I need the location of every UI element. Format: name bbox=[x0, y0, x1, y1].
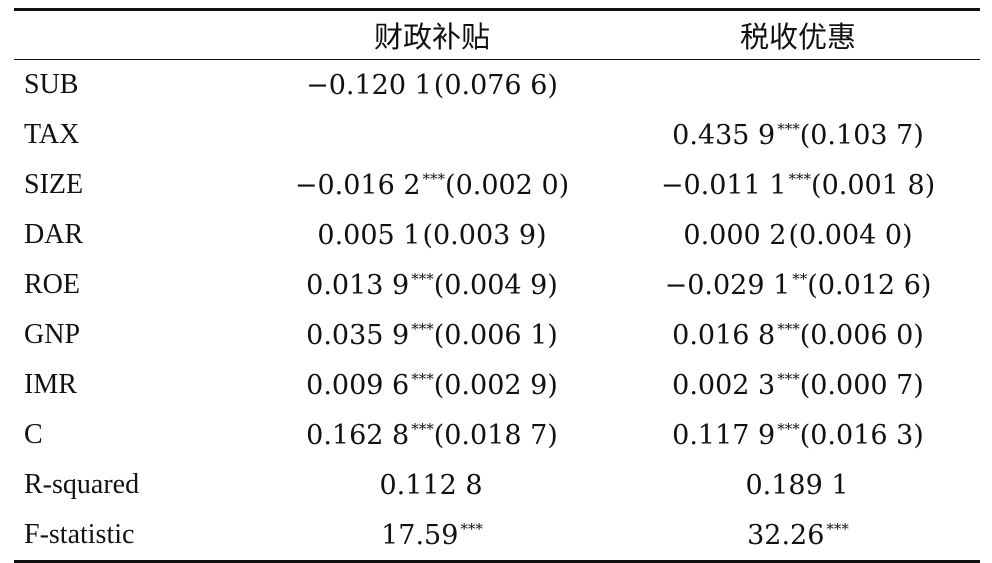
table-row: F-statistic 17.59 *** 32.26 *** bbox=[14, 510, 980, 560]
tax-incentive-cell: 0.002 3 ***(0.000 7) bbox=[616, 370, 980, 401]
significance-stars: *** bbox=[826, 519, 849, 538]
coefficient-value: 0.005 1 bbox=[317, 219, 421, 251]
coefficient-value: −0.029 1 bbox=[664, 269, 791, 301]
standard-error: (0.004 9) bbox=[433, 269, 558, 301]
coefficient-value: −0.016 2 bbox=[294, 169, 421, 201]
standard-error: (0.002 0) bbox=[445, 169, 570, 201]
significance-stars: *** bbox=[460, 519, 483, 538]
fiscal-subsidy-cell: 0.009 6 ***(0.002 9) bbox=[248, 370, 616, 401]
significance-stars: *** bbox=[788, 169, 812, 188]
standard-error: (0.012 6) bbox=[807, 269, 932, 301]
table-row: ROE 0.013 9 ***(0.004 9) −0.029 1 **(0.012 6… bbox=[14, 260, 980, 310]
row-label: GNP bbox=[24, 319, 81, 350]
table-row: R-squared 0.112 8 0.189 1 bbox=[14, 460, 980, 510]
row-label: SUB bbox=[24, 69, 79, 100]
fiscal-subsidy-cell bbox=[248, 120, 616, 151]
tax-incentive-cell: 32.26 *** bbox=[616, 520, 980, 551]
standard-error: (0.001 8) bbox=[811, 169, 936, 201]
header-rule bbox=[14, 59, 980, 60]
tax-incentive-cell: −0.011 1 ***(0.001 8) bbox=[616, 170, 980, 201]
tax-incentive-cell: 0.189 1 bbox=[616, 470, 980, 501]
coefficient-value: 0.000 2 bbox=[683, 219, 787, 251]
significance-stars: *** bbox=[411, 369, 434, 388]
significance-stars: *** bbox=[411, 269, 434, 288]
fiscal-subsidy-cell: 17.59 *** bbox=[248, 520, 616, 551]
row-label: ROE bbox=[24, 269, 80, 300]
significance-stars: *** bbox=[411, 319, 434, 338]
coefficient-value: 0.112 8 bbox=[379, 469, 483, 501]
coefficient-value: 17.59 bbox=[381, 519, 459, 551]
significance-stars: *** bbox=[777, 419, 800, 438]
standard-error: (0.103 7) bbox=[799, 119, 924, 151]
tax-incentive-cell: 0.016 8 ***(0.006 0) bbox=[616, 320, 980, 351]
table-row: GNP 0.035 9 ***(0.006 1) 0.016 8 ***(0.006 0… bbox=[14, 310, 980, 360]
fiscal-subsidy-cell: 0.035 9 ***(0.006 1) bbox=[248, 320, 616, 351]
row-label: IMR bbox=[24, 369, 77, 400]
header-row: 财政补贴 税收优惠 bbox=[14, 11, 980, 59]
table-body: SUB −0.120 1(0.076 6) TAX 0.435 9 ***(0.103 … bbox=[14, 60, 980, 560]
fiscal-subsidy-cell: 0.005 1(0.003 9) bbox=[248, 220, 616, 251]
row-label: F-statistic bbox=[24, 519, 135, 550]
fiscal-subsidy-cell: −0.120 1(0.076 6) bbox=[248, 70, 616, 101]
standard-error: (0.006 0) bbox=[799, 319, 924, 351]
coefficient-value: 0.002 3 bbox=[672, 369, 776, 401]
tax-incentive-cell: 0.435 9 ***(0.103 7) bbox=[616, 120, 980, 151]
regression-table: 财政补贴 税收优惠 SUB −0.120 1(0.076 6) TAX 0.435 9… bbox=[14, 8, 980, 563]
significance-stars: *** bbox=[777, 369, 800, 388]
table-row: C 0.162 8 ***(0.018 7) 0.117 9 ***(0.016 3) bbox=[14, 410, 980, 460]
coefficient-value: 0.016 8 bbox=[672, 319, 776, 351]
standard-error: (0.018 7) bbox=[433, 419, 558, 451]
row-label: R-squared bbox=[24, 469, 140, 500]
significance-stars: *** bbox=[777, 319, 800, 338]
coefficient-value: 0.189 1 bbox=[745, 469, 849, 501]
standard-error: (0.006 1) bbox=[433, 319, 558, 351]
standard-error: (0.076 6) bbox=[433, 69, 558, 101]
top-rule bbox=[14, 8, 980, 11]
tax-incentive-cell: 0.000 2(0.004 0) bbox=[616, 220, 980, 251]
coefficient-value: −0.120 1 bbox=[306, 69, 432, 101]
fiscal-subsidy-cell: −0.016 2 ***(0.002 0) bbox=[248, 170, 616, 201]
coefficient-value: 0.035 9 bbox=[306, 319, 410, 351]
tax-incentive-cell: −0.029 1 **(0.012 6) bbox=[616, 270, 980, 301]
table-row: SIZE −0.016 2 ***(0.002 0) −0.011 1 ***(0.00… bbox=[14, 160, 980, 210]
coefficient-value: 0.009 6 bbox=[306, 369, 410, 401]
tax-incentive-cell bbox=[616, 70, 980, 101]
row-label: C bbox=[24, 419, 43, 450]
standard-error: (0.003 9) bbox=[422, 219, 547, 251]
row-label: DAR bbox=[24, 219, 84, 250]
standard-error: (0.002 9) bbox=[433, 369, 558, 401]
standard-error: (0.016 3) bbox=[799, 419, 924, 451]
table-row: DAR 0.005 1(0.003 9) 0.000 2(0.004 0) bbox=[14, 210, 980, 260]
fiscal-subsidy-cell: 0.162 8 ***(0.018 7) bbox=[248, 420, 616, 451]
coefficient-value: 32.26 bbox=[747, 519, 825, 551]
tax-incentive-cell: 0.117 9 ***(0.016 3) bbox=[616, 420, 980, 451]
row-label: SIZE bbox=[24, 169, 84, 200]
coefficient-value: 0.013 9 bbox=[306, 269, 410, 301]
row-label: TAX bbox=[24, 119, 80, 150]
significance-stars: *** bbox=[777, 119, 800, 138]
coefficient-value: 0.435 9 bbox=[672, 119, 776, 151]
standard-error: (0.000 7) bbox=[799, 369, 924, 401]
fiscal-subsidy-cell: 0.013 9 ***(0.004 9) bbox=[248, 270, 616, 301]
header-fiscal-subsidy: 财政补贴 bbox=[373, 20, 490, 54]
fiscal-subsidy-cell: 0.112 8 bbox=[248, 470, 616, 501]
significance-stars: *** bbox=[411, 419, 434, 438]
coefficient-value: −0.011 1 bbox=[660, 169, 787, 201]
table-row: SUB −0.120 1(0.076 6) bbox=[14, 60, 980, 110]
coefficient-value: 0.117 9 bbox=[672, 419, 776, 451]
significance-stars: *** bbox=[422, 169, 446, 188]
coefficient-value: 0.162 8 bbox=[306, 419, 410, 451]
table-row: IMR 0.009 6 ***(0.002 9) 0.002 3 ***(0.000 7… bbox=[14, 360, 980, 410]
table-row: TAX 0.435 9 ***(0.103 7) bbox=[14, 110, 980, 160]
header-tax-incentive: 税收优惠 bbox=[739, 20, 856, 54]
significance-stars: ** bbox=[792, 269, 808, 288]
standard-error: (0.004 0) bbox=[788, 219, 913, 251]
